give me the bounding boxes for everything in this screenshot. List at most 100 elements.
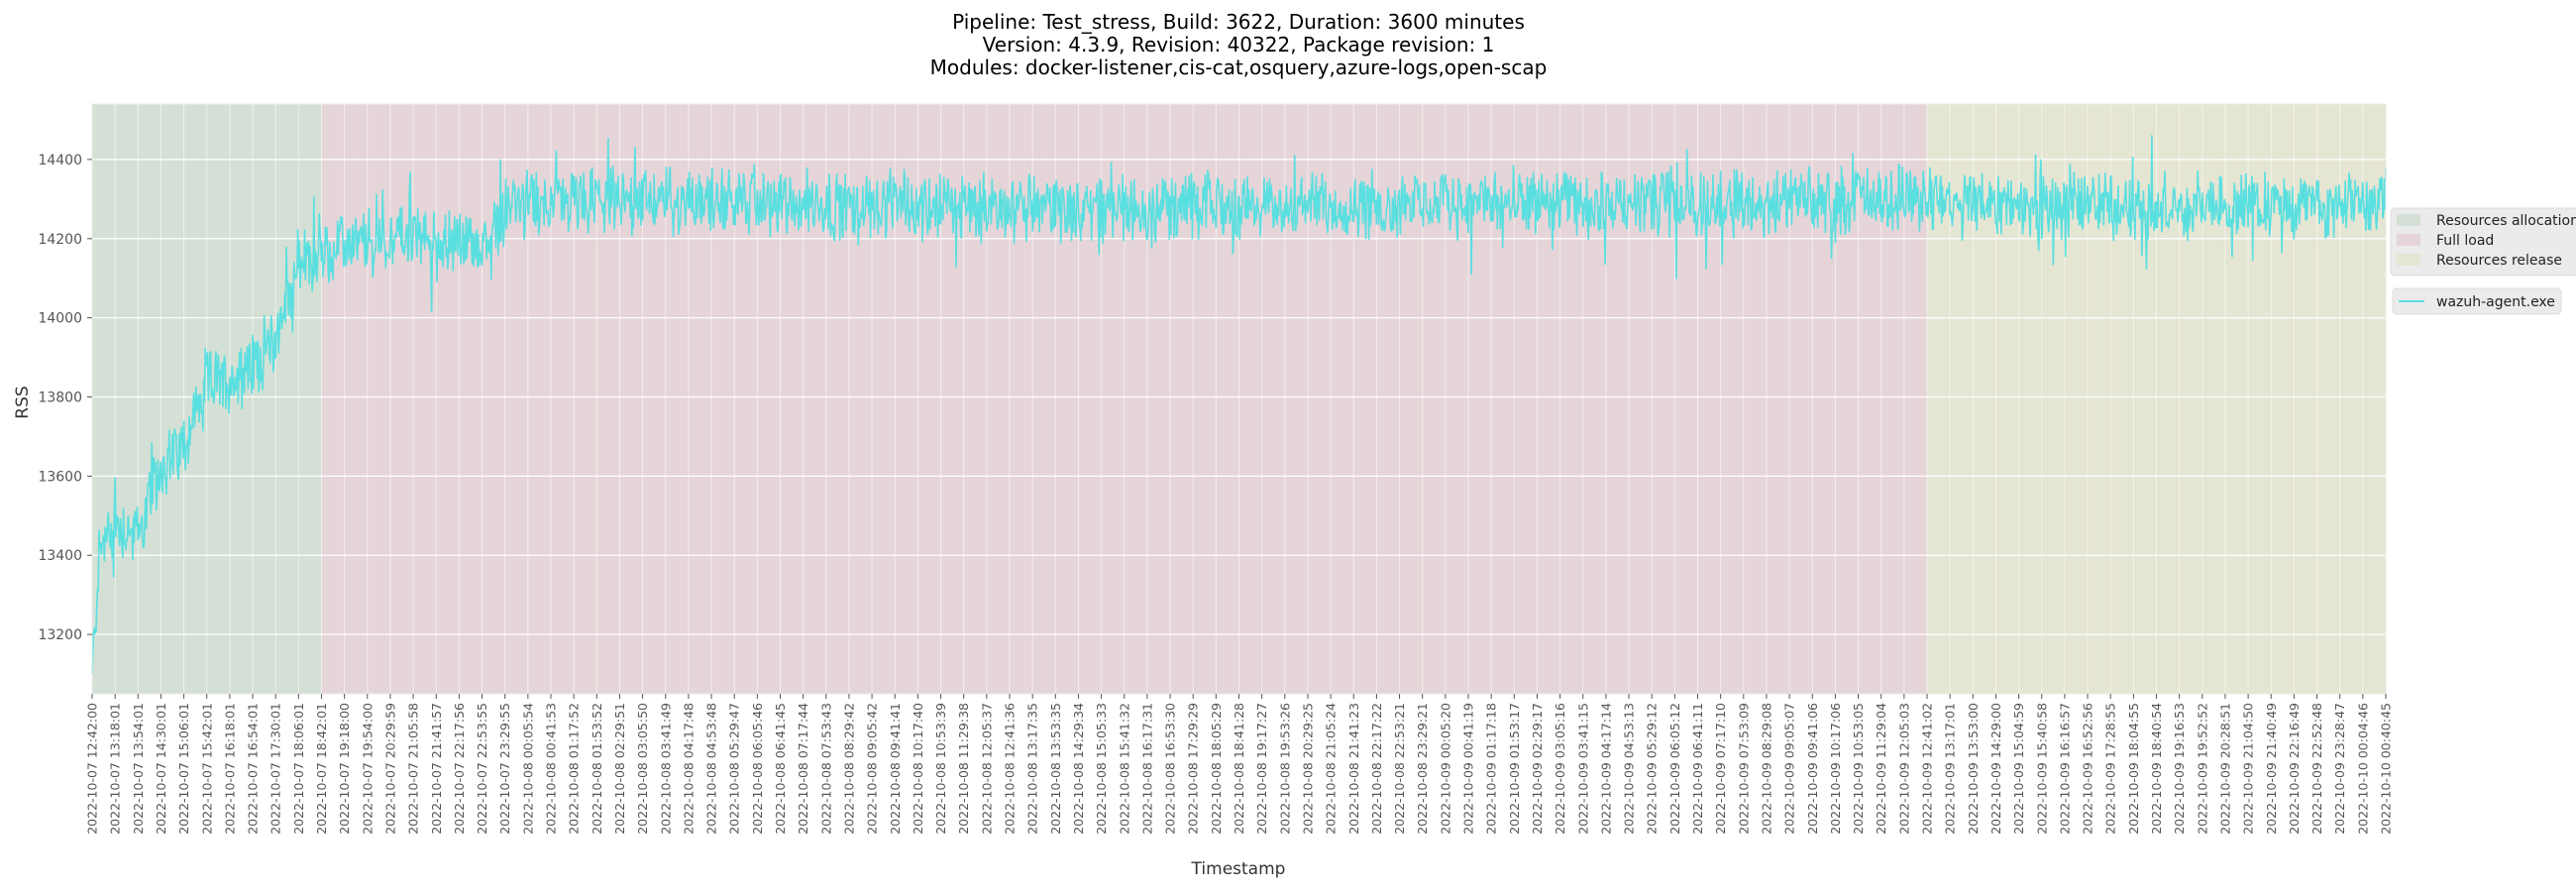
x-tick-label: 2022-10-08 13:17:35: [1025, 703, 1040, 835]
x-tick-label: 2022-10-09 01:17:18: [1484, 703, 1499, 835]
x-tick-label: 2022-10-08 19:53:26: [1277, 703, 1292, 835]
x-tick-label: 2022-10-09 09:41:06: [1805, 703, 1820, 835]
phase-legend-swatch: [2397, 234, 2420, 246]
x-tick-label: 2022-10-08 17:29:29: [1186, 703, 1201, 835]
phase-legend-box: [2390, 207, 2576, 277]
chart-title-line-3: Modules: docker-listener,cis-cat,osquery…: [930, 56, 1548, 79]
x-tick-label: 2022-10-08 18:05:29: [1209, 703, 1224, 835]
x-tick-label: 2022-10-07 22:53:55: [475, 703, 489, 835]
x-tick-label: 2022-10-08 12:05:37: [979, 703, 994, 835]
y-tick-label: 13600: [38, 469, 82, 485]
x-tick-label: 2022-10-09 03:05:16: [1553, 703, 1567, 835]
x-tick-label: 2022-10-07 12:42:00: [85, 703, 100, 835]
x-tick-label: 2022-10-08 05:29:47: [727, 703, 742, 835]
x-tick-label: 2022-10-07 16:18:01: [222, 703, 237, 835]
x-tick-label: 2022-10-09 13:53:00: [1966, 703, 1981, 835]
x-tick-label: 2022-10-09 18:04:55: [2126, 703, 2141, 835]
x-tick-label: 2022-10-09 00:05:20: [1438, 703, 1452, 835]
x-tick-label: 2022-10-09 21:40:49: [2264, 703, 2279, 835]
phase-legend-swatch: [2397, 254, 2420, 266]
x-tick-label: 2022-10-09 03:41:15: [1575, 703, 1590, 835]
x-tick-label: 2022-10-08 21:41:23: [1346, 703, 1361, 835]
x-tick-label: 2022-10-09 19:52:52: [2195, 703, 2209, 835]
x-tick-label: 2022-10-08 13:53:35: [1048, 703, 1063, 835]
chart-title-line-2: Version: 4.3.9, Revision: 40322, Package…: [983, 33, 1495, 56]
x-tick-label: 2022-10-09 22:52:48: [2309, 703, 2324, 835]
x-tick-label: 2022-10-09 15:40:58: [2034, 703, 2049, 835]
x-tick-label: 2022-10-08 23:29:21: [1415, 703, 1430, 835]
x-tick-label: 2022-10-09 14:29:00: [1988, 703, 2003, 835]
x-tick-label: 2022-10-09 02:29:17: [1530, 703, 1545, 835]
x-tick-label: 2022-10-08 15:05:33: [1094, 703, 1109, 835]
x-tick-label: 2022-10-10 00:04:46: [2355, 703, 2370, 835]
x-tick-label: 2022-10-09 23:28:47: [2332, 703, 2347, 835]
x-tick-label: 2022-10-08 21:05:24: [1324, 703, 1339, 835]
x-tick-label: 2022-10-09 05:29:12: [1645, 703, 1660, 835]
x-tick-label: 2022-10-07 21:41:57: [429, 703, 444, 835]
x-tick-label: 2022-10-09 12:05:03: [1896, 703, 1911, 835]
x-tick-label: 2022-10-09 22:16:49: [2287, 703, 2302, 835]
x-tick-label: 2022-10-08 03:41:49: [658, 703, 673, 835]
x-tick-label: 2022-10-08 16:17:31: [1139, 703, 1154, 835]
y-tick-label: 14200: [38, 232, 82, 248]
x-tick-label: 2022-10-09 09:05:07: [1782, 703, 1797, 835]
x-tick-label: 2022-10-09 08:29:08: [1759, 703, 1773, 835]
x-tick-label: 2022-10-09 18:40:54: [2149, 703, 2164, 835]
x-tick-label: 2022-10-07 15:06:01: [176, 703, 191, 835]
chart-title: Pipeline: Test_stress, Build: 3622, Dura…: [930, 10, 1548, 79]
x-tick-label: 2022-10-09 00:41:19: [1461, 703, 1476, 835]
x-tick-label: 2022-10-09 11:29:04: [1874, 703, 1888, 835]
x-tick-label: 2022-10-09 19:16:53: [2172, 703, 2187, 835]
phase-legend-label: Full load: [2436, 233, 2494, 249]
x-tick-label: 2022-10-08 11:29:38: [956, 703, 971, 835]
phase-legend-swatch: [2397, 214, 2420, 226]
x-tick-label: 2022-10-08 07:17:44: [796, 703, 810, 835]
phase-legend-label: Resources release: [2436, 253, 2562, 269]
x-tick-label: 2022-10-08 04:17:48: [681, 703, 696, 835]
x-tick-label: 2022-10-07 16:54:01: [246, 703, 261, 835]
x-tick-label: 2022-10-08 19:17:27: [1254, 703, 1269, 835]
x-tick-label: 2022-10-07 19:54:00: [360, 703, 375, 835]
y-tick-label: 13400: [38, 548, 82, 564]
series-line-wazuh-agent: [91, 135, 2387, 674]
x-tick-label: 2022-10-09 01:53:17: [1507, 703, 1522, 835]
x-tick-label: 2022-10-07 20:29:59: [382, 703, 397, 835]
x-tick-label: 2022-10-09 04:17:14: [1598, 703, 1613, 835]
x-tick-label: 2022-10-08 12:41:36: [1003, 703, 1018, 835]
x-tick-label: 2022-10-08 00:05:54: [520, 703, 535, 835]
x-tick-label: 2022-10-09 15:04:59: [2011, 703, 2026, 835]
x-tick-label: 2022-10-09 10:17:06: [1828, 703, 1843, 835]
x-tick-label: 2022-10-10 00:40:45: [2379, 703, 2394, 835]
x-tick-label: 2022-10-08 04:53:48: [704, 703, 719, 835]
series-legend-box: [2392, 287, 2562, 315]
x-tick-label: 2022-10-08 22:17:22: [1369, 703, 1384, 835]
x-tick-label: 2022-10-08 07:53:43: [818, 703, 833, 835]
x-tick-label: 2022-10-08 00:41:53: [544, 703, 559, 835]
x-tick-label: 2022-10-08 10:53:39: [933, 703, 948, 835]
y-axis: 13200 13400 13600 13800 14000 14200 14400: [38, 153, 92, 643]
x-tick-label: 2022-10-09 16:16:57: [2057, 703, 2072, 835]
x-tick-label: 2022-10-09 12:41:02: [1920, 703, 1935, 835]
x-tick-label: 2022-10-07 19:18:00: [337, 703, 352, 835]
x-tick-label: 2022-10-07 21:05:58: [406, 703, 421, 835]
x-axis-label: Timestamp: [1191, 859, 1286, 879]
chart-title-line-1: Pipeline: Test_stress, Build: 3622, Dura…: [952, 10, 1525, 34]
x-tick-label: 2022-10-09 17:28:55: [2103, 703, 2118, 835]
x-tick-label: 2022-10-08 14:29:34: [1071, 703, 1086, 835]
x-tick-label: 2022-10-09 04:53:13: [1622, 703, 1637, 835]
phase-legend-label: Resources allocation: [2436, 213, 2576, 229]
y-axis-label: RSS: [13, 386, 33, 418]
x-tick-label: 2022-10-09 13:17:01: [1943, 703, 1958, 835]
x-tick-label: 2022-10-09 06:05:12: [1667, 703, 1682, 835]
legend: Resources allocation Full load Resources r…: [2390, 207, 2576, 315]
x-tick-label: 2022-10-08 03:05:50: [635, 703, 650, 835]
y-tick-label: 14400: [38, 153, 82, 168]
x-tick-label: 2022-10-07 15:42:01: [199, 703, 214, 835]
x-tick-label: 2022-10-07 23:29:55: [497, 703, 512, 835]
x-tick-label: 2022-10-08 01:53:52: [590, 703, 604, 835]
x-axis: 2022-10-07 12:42:00 2022-10-07 13:18:01 20…: [85, 694, 2394, 835]
x-tick-label: 2022-10-08 16:53:30: [1163, 703, 1178, 835]
x-tick-label: 2022-10-09 16:52:56: [2081, 703, 2095, 835]
